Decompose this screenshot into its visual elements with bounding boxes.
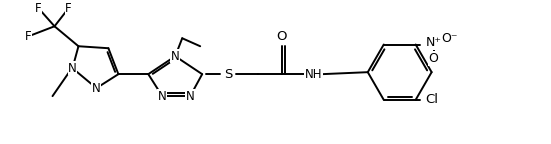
Text: Cl: Cl: [425, 93, 438, 106]
Text: N: N: [68, 62, 77, 75]
Text: N: N: [171, 50, 180, 63]
Text: O: O: [429, 52, 439, 65]
Text: NH: NH: [305, 68, 323, 81]
Text: N: N: [158, 90, 166, 103]
Text: N: N: [305, 70, 314, 83]
Text: N: N: [92, 82, 101, 95]
Text: O: O: [277, 30, 287, 43]
Text: N: N: [186, 90, 195, 103]
Text: F: F: [25, 30, 32, 43]
Text: N⁺: N⁺: [425, 36, 441, 49]
Text: F: F: [35, 2, 42, 15]
Text: H: H: [311, 68, 320, 81]
Text: O⁻: O⁻: [441, 32, 458, 45]
Text: F: F: [65, 2, 72, 15]
Text: S: S: [224, 68, 233, 81]
